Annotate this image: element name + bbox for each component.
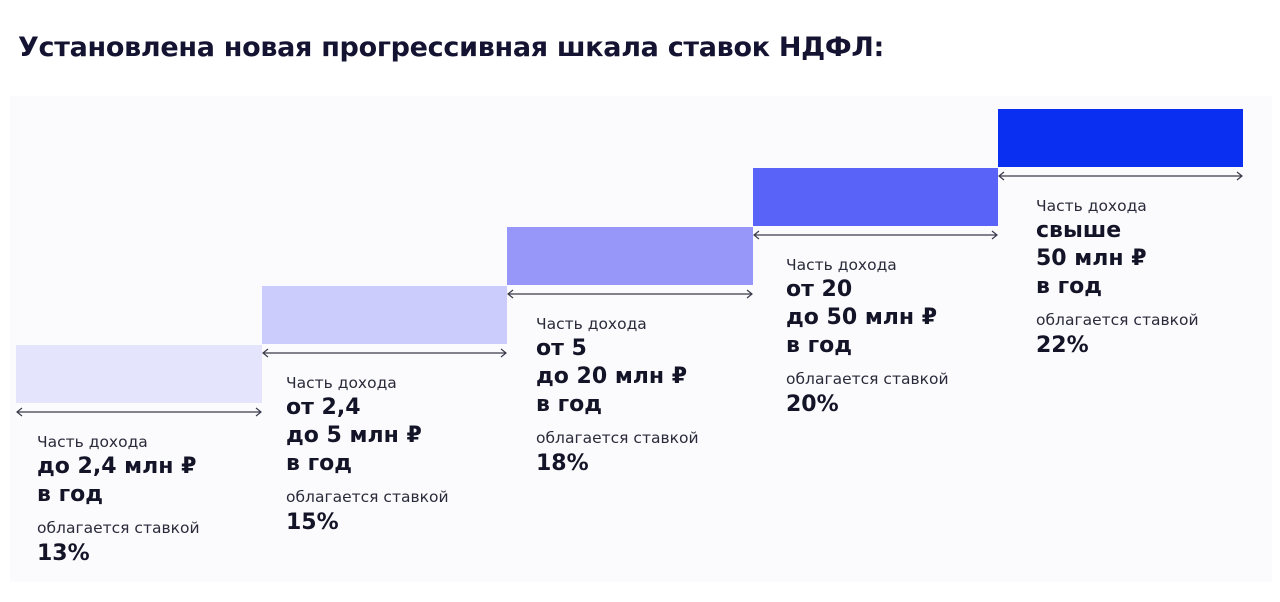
tier-5-bar [998,109,1243,167]
tier-1-range: до 2,4 млн ₽ в год [37,454,197,507]
tier-1-taxed-label: облагается ставкой [37,519,200,537]
tier-2-range: от 2,4 до 5 млн ₽ в год [286,395,422,476]
tier-2-text: Часть дохода от 2,4 до 5 млн ₽ в год обл… [286,373,526,537]
page-title: Установлена новая прогрессивная шкала ст… [18,32,884,63]
tier-1-bar [16,345,262,403]
tier-5-range-arrow [998,170,1243,182]
tier-5-taxed-label: облагается ставкой [1036,311,1199,329]
tier-3-rate: 18% [536,451,589,476]
tier-4-bar [753,168,998,226]
tier-5-label: Часть дохода [1036,197,1147,215]
tax-scale-panel [10,96,1272,582]
tier-3-label: Часть дохода [536,315,647,333]
tier-3-taxed-label: облагается ставкой [536,429,699,447]
tier-3-bar [507,227,753,285]
tier-1-text: Часть дохода до 2,4 млн ₽ в год облагает… [37,432,277,568]
tier-5-range: свыше 50 млн ₽ в год [1036,218,1147,299]
tier-3-range: от 5 до 20 млн ₽ в год [536,336,688,417]
tier-3-range-arrow [507,288,753,300]
tier-4-rate: 20% [786,392,839,417]
tier-2-bar [262,286,507,344]
tier-1-range-arrow [16,406,262,418]
tier-5-rate: 22% [1036,333,1089,358]
tier-4-text: Часть дохода от 20 до 50 млн ₽ в год обл… [786,255,1026,419]
tier-4-range: от 20 до 50 млн ₽ в год [786,277,938,358]
tier-4-label: Часть дохода [786,256,897,274]
tier-4-taxed-label: облагается ставкой [786,370,949,388]
tier-2-rate: 15% [286,510,339,535]
tier-2-label: Часть дохода [286,374,397,392]
tier-4-range-arrow [753,229,998,241]
tier-2-range-arrow [262,347,507,359]
tier-2-taxed-label: облагается ставкой [286,488,449,506]
tier-5-text: Часть дохода свыше 50 млн ₽ в год облага… [1036,196,1276,360]
tier-3-text: Часть дохода от 5 до 20 млн ₽ в год обла… [536,314,776,478]
tier-1-label: Часть дохода [37,433,148,451]
tier-1-rate: 13% [37,541,90,566]
